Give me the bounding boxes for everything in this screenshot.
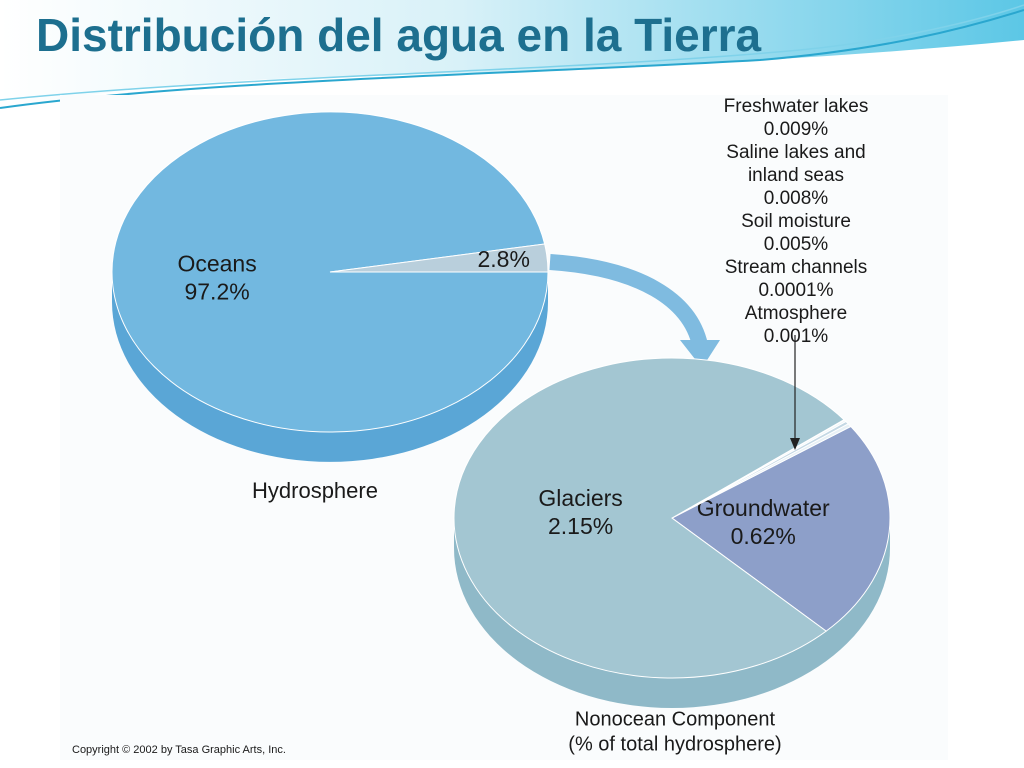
slide-title: Distribución del agua en la Tierra	[36, 9, 762, 61]
pie-slice	[453, 357, 845, 679]
chart-title: Nonocean Component	[575, 708, 776, 730]
arrow	[549, 254, 708, 348]
slice-label: Oceans	[177, 250, 256, 276]
leader-head	[790, 438, 800, 450]
small-slice-label: 0.0001%	[758, 280, 834, 301]
chart-title: Hydrosphere	[252, 478, 378, 503]
small-slice-label: Stream channels	[724, 257, 868, 278]
small-slice-label: Saline lakes and inland seas	[726, 142, 866, 186]
small-slice-labels: Freshwater lakes 0.009% Saline lakes and i…	[700, 95, 892, 348]
small-slice-label: Atmosphere	[744, 303, 848, 324]
small-slice-label: 0.005%	[763, 234, 829, 255]
header-line	[0, 4, 1024, 101]
slice-value: 97.2%	[184, 278, 249, 304]
slice-label: Glaciers	[538, 485, 622, 511]
pie-slice	[329, 243, 549, 273]
small-slice-label: 0.008%	[763, 188, 829, 209]
small-slice-label: 0.009%	[763, 119, 829, 140]
small-slice-label: Soil moisture	[741, 211, 851, 232]
slice-value: 0.62%	[731, 523, 796, 549]
chart-subtitle: (% of total hydrosphere)	[568, 733, 781, 755]
slice-label: Groundwater	[697, 495, 830, 521]
pie-slice	[671, 425, 891, 632]
header-line	[0, 9, 1024, 109]
slice-value: 2.15%	[548, 513, 613, 539]
slice-value: 2.8%	[478, 246, 530, 272]
small-slice-label: Freshwater lakes	[723, 96, 869, 117]
small-slice-label: 0.001%	[763, 326, 829, 347]
header-wave	[0, 0, 1024, 112]
copyright: Copyright © 2002 by Tasa Graphic Arts, I…	[72, 744, 286, 756]
arrow-head	[680, 340, 720, 368]
